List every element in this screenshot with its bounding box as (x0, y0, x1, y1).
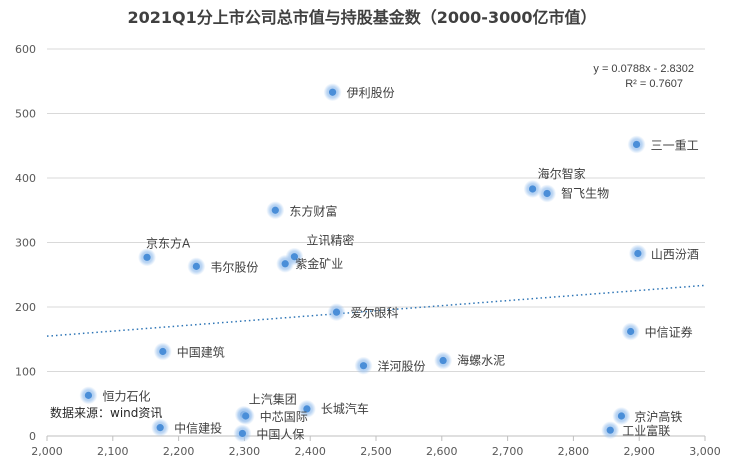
chart-title: 2021Q1分上市公司总市值与持股基金数（2000-3000亿市值） (128, 8, 597, 27)
data-point (328, 88, 337, 96)
data-point (439, 356, 447, 365)
data-points (79, 83, 647, 443)
point-label: 长城汽车 (321, 401, 369, 416)
x-tick-label: 2,400 (294, 445, 326, 458)
data-point (529, 185, 537, 193)
data-point (159, 347, 167, 356)
x-tick-label: 3,000 (689, 445, 721, 458)
point-label: 立讯精密 (306, 233, 354, 248)
data-point (634, 249, 642, 258)
point-label: 紫金矿业 (295, 256, 343, 271)
x-tick-label: 2,200 (163, 445, 195, 458)
trendline (46, 284, 706, 337)
x-tick-label: 2,900 (623, 445, 655, 458)
point-label: 中国人保 (256, 426, 304, 441)
point-label: 山西汾酒 (651, 247, 699, 261)
y-tick-label: 300 (15, 237, 36, 250)
gridlines (47, 48, 705, 372)
data-point (606, 426, 614, 434)
point-label: 中信建投 (174, 421, 222, 436)
trendline-group (46, 284, 706, 337)
point-label: 伊利股份 (347, 86, 395, 100)
data-point (617, 412, 626, 420)
data-point (192, 262, 200, 270)
point-label: 京东方A (146, 235, 191, 250)
point-label: 中信证券 (645, 325, 693, 340)
point-label: 工业富联 (622, 423, 670, 438)
point-label: 东方财富 (289, 203, 337, 218)
y-tick-label: 0 (29, 430, 36, 443)
point-label: 海螺水泥 (457, 353, 505, 368)
source-note: 数据来源：wind资讯 (50, 405, 162, 420)
data-point (359, 362, 368, 370)
point-label: 中芯国际 (260, 409, 308, 424)
data-point (627, 327, 635, 336)
data-point (303, 405, 311, 413)
point-label: 洋河股份 (377, 359, 425, 374)
data-point (543, 189, 551, 198)
data-point (632, 140, 641, 149)
y-tick-label: 100 (15, 366, 36, 379)
point-label: 恒力石化 (102, 389, 150, 403)
point-label: 京沪高铁 (634, 409, 682, 424)
y-tick-label: 400 (15, 172, 36, 185)
data-point (271, 206, 279, 214)
point-label: 三一重工 (651, 138, 699, 152)
data-point (238, 429, 247, 438)
data-point (332, 308, 341, 316)
data-point (143, 253, 151, 261)
trend-r-squared: R² = 0.7607 (625, 78, 683, 90)
x-tick-label: 2,800 (558, 445, 590, 458)
data-point (242, 412, 250, 420)
y-tick-label: 600 (15, 43, 36, 56)
trend-equation: y = 0.0788x - 2.8302 (593, 63, 694, 75)
data-point (84, 391, 93, 399)
point-label: 上汽集团 (249, 392, 297, 407)
y-tick-label: 200 (15, 301, 36, 314)
x-tick-label: 2,300 (229, 445, 261, 458)
data-point (281, 260, 289, 268)
x-tick-label: 2,700 (492, 445, 524, 458)
x-tick-label: 2,000 (31, 445, 63, 458)
data-point (290, 253, 299, 261)
axes: 0 100 200 300 400 500 600 2,000 2,100 2,200 2,300 2… (15, 43, 721, 458)
point-label: 爱尔眼科 (351, 305, 399, 320)
point-label: 中国建筑 (177, 345, 225, 360)
y-tick-label: 500 (15, 108, 36, 121)
point-label: 智飞生物 (561, 185, 609, 200)
x-tick-label: 2,500 (360, 445, 392, 458)
x-tick-label: 2,600 (426, 445, 458, 458)
x-tick-label: 2,100 (97, 445, 129, 458)
point-label: 韦尔股份 (210, 259, 258, 274)
data-point (156, 424, 164, 432)
point-label: 海尔智家 (538, 166, 586, 181)
